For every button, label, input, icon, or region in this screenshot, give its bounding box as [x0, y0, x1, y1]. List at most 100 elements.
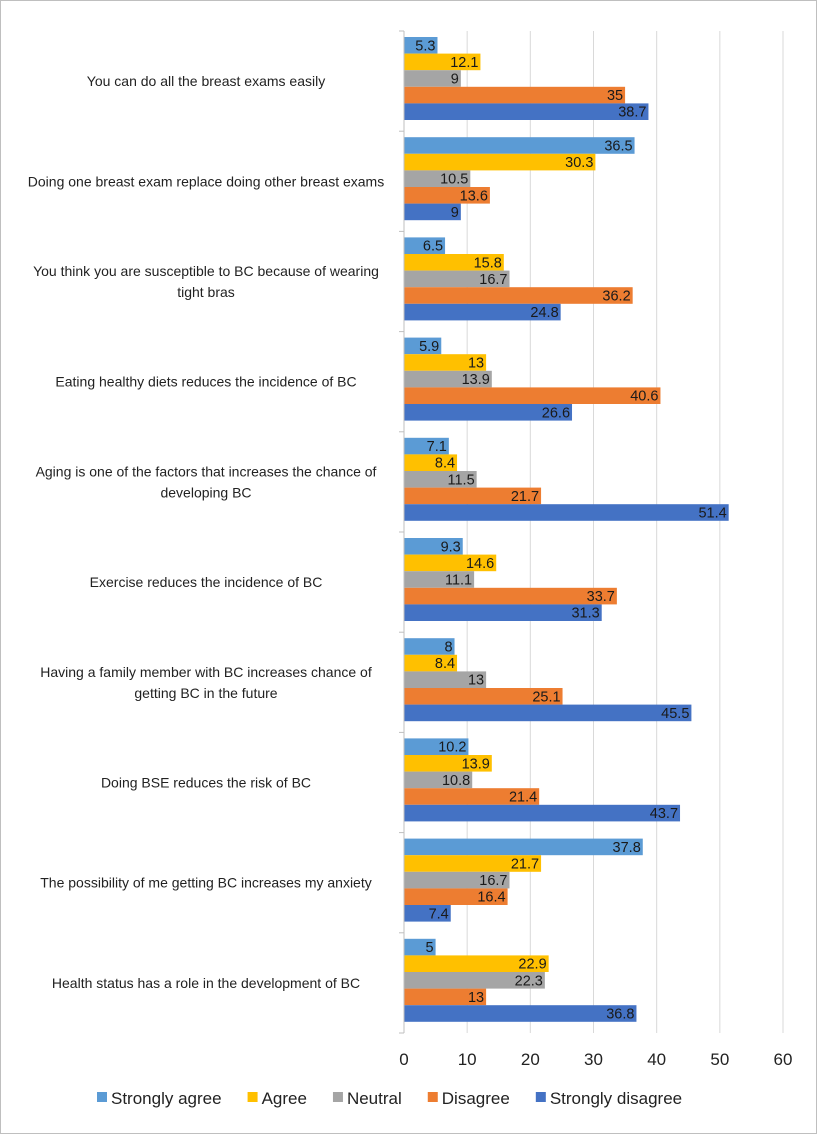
- legend-label: Strongly agree: [111, 1089, 222, 1108]
- x-tick-label: 0: [399, 1050, 408, 1069]
- category-label: The possibility of me getting BC increas…: [40, 875, 371, 891]
- x-tick-label: 30: [584, 1050, 603, 1069]
- bar-2-agree: [404, 153, 596, 171]
- bar-5-strongly-disagree: [404, 504, 729, 521]
- category-labels: You can do all the breast exams easily Do…: [28, 73, 384, 991]
- bar-1-agree: [404, 53, 481, 71]
- bar-5-disagree: [404, 487, 542, 505]
- bar-7-agree: [404, 654, 458, 672]
- category-label: Exercise reduces the incidence of BC: [90, 574, 323, 590]
- bar-6-strongly-agree: [404, 538, 463, 555]
- bar-8-neutral: [404, 771, 473, 789]
- data-label: 14.6: [466, 556, 494, 572]
- bar-10-neutral: [404, 972, 545, 989]
- bar-2-strongly-agree: [404, 137, 635, 154]
- data-label: 16.7: [479, 272, 507, 288]
- bar-4-strongly-disagree: [404, 404, 573, 421]
- category-label: You can do all the breast exams easily: [87, 73, 325, 89]
- data-label: 13.6: [460, 188, 488, 204]
- data-label: 21.4: [509, 790, 537, 806]
- category-label: Having a family member with BC increases…: [40, 664, 372, 701]
- data-label: 13.9: [462, 372, 490, 388]
- legend-swatch: [332, 1092, 343, 1102]
- bar-10-strongly-disagree: [404, 1005, 637, 1022]
- category-label: You think you are susceptible to BC beca…: [33, 263, 379, 300]
- data-label: 8.4: [435, 656, 455, 672]
- data-label: 36.5: [604, 139, 632, 155]
- bar-2-neutral: [404, 170, 471, 187]
- bar-5-agree: [404, 454, 458, 471]
- data-label: 31.3: [571, 606, 599, 622]
- legend: Strongly agree Agree Neutral Disagree Strong…: [97, 1089, 682, 1108]
- data-label: 51.4: [698, 506, 726, 522]
- legend-label: Neutral: [347, 1089, 402, 1108]
- data-label: 12.1: [450, 55, 478, 71]
- bar-4-neutral: [404, 370, 492, 388]
- x-tick-label: 20: [521, 1050, 540, 1069]
- legend-swatch: [247, 1092, 258, 1102]
- bar-1-strongly-agree: [404, 37, 438, 54]
- bar-7-neutral: [404, 671, 487, 688]
- data-label: 43.7: [650, 806, 678, 822]
- data-label: 24.8: [530, 305, 558, 321]
- data-label: 13: [468, 673, 484, 689]
- data-label: 11.1: [445, 573, 472, 589]
- data-label: 21.7: [511, 857, 539, 873]
- data-label: 36.8: [606, 1007, 634, 1023]
- bar-2-strongly-disagree: [404, 203, 461, 221]
- bars: 5.312.193538.736.530.310.513.696.515.816…: [404, 37, 729, 1023]
- data-label: 36.2: [602, 289, 630, 305]
- bar-9-strongly-agree: [404, 838, 643, 856]
- data-label: 25.1: [532, 689, 560, 705]
- data-label: 11.5: [447, 472, 474, 488]
- bar-6-neutral: [404, 571, 475, 588]
- bar-10-strongly-agree: [404, 938, 436, 956]
- data-label: 9: [451, 205, 459, 221]
- bar-9-disagree: [404, 888, 508, 905]
- data-label: 21.7: [511, 489, 539, 505]
- bar-6-disagree: [404, 587, 617, 605]
- bar-5-strongly-agree: [404, 437, 449, 455]
- bar-3-neutral: [404, 270, 510, 288]
- data-label: 10.2: [438, 740, 466, 756]
- bar-4-disagree: [404, 387, 661, 404]
- category-label: Doing BSE reduces the risk of BC: [101, 775, 311, 791]
- data-label: 37.8: [613, 840, 641, 856]
- bar-3-strongly-disagree: [404, 303, 561, 321]
- bar-1-neutral: [404, 70, 461, 87]
- category-label: Health status has a role in the developm…: [52, 975, 360, 991]
- data-label: 35: [607, 88, 623, 104]
- category-label: Aging is one of the factors that increas…: [36, 463, 377, 500]
- data-label: 13.9: [462, 756, 490, 772]
- bar-4-agree: [404, 354, 487, 371]
- bar-6-strongly-disagree: [404, 604, 602, 621]
- legend-label: Agree: [262, 1089, 307, 1108]
- data-label: 38.7: [618, 105, 646, 121]
- tick-labels: 0 10 20 30 40 50 60: [399, 1050, 792, 1069]
- category-label: Eating healthy diets reduces the inciden…: [55, 374, 356, 390]
- bar-9-neutral: [404, 871, 510, 889]
- data-label: 7.4: [429, 906, 449, 922]
- category-label: Doing one breast exam replace doing othe…: [28, 173, 384, 189]
- data-label: 6.5: [423, 239, 443, 255]
- data-label: 22.3: [515, 973, 543, 989]
- bar-9-strongly-disagree: [404, 905, 451, 922]
- data-label: 8.4: [435, 456, 455, 472]
- legend-swatch: [97, 1092, 107, 1102]
- data-label: 10.8: [442, 773, 470, 789]
- bar-10-disagree: [404, 988, 487, 1006]
- legend-label: Disagree: [442, 1089, 510, 1108]
- data-label: 33.7: [587, 589, 615, 605]
- bar-4-strongly-agree: [404, 337, 442, 355]
- data-label: 7.1: [427, 439, 447, 455]
- bar-8-strongly-disagree: [404, 804, 681, 822]
- bar-2-disagree: [404, 187, 490, 204]
- data-label: 5.9: [419, 339, 439, 355]
- bar-3-agree: [404, 254, 504, 271]
- data-label: 5: [426, 940, 434, 956]
- data-label: 16.4: [477, 890, 505, 906]
- legend-swatch: [535, 1092, 546, 1102]
- bar-6-agree: [404, 554, 497, 572]
- data-label: 10.5: [440, 172, 468, 188]
